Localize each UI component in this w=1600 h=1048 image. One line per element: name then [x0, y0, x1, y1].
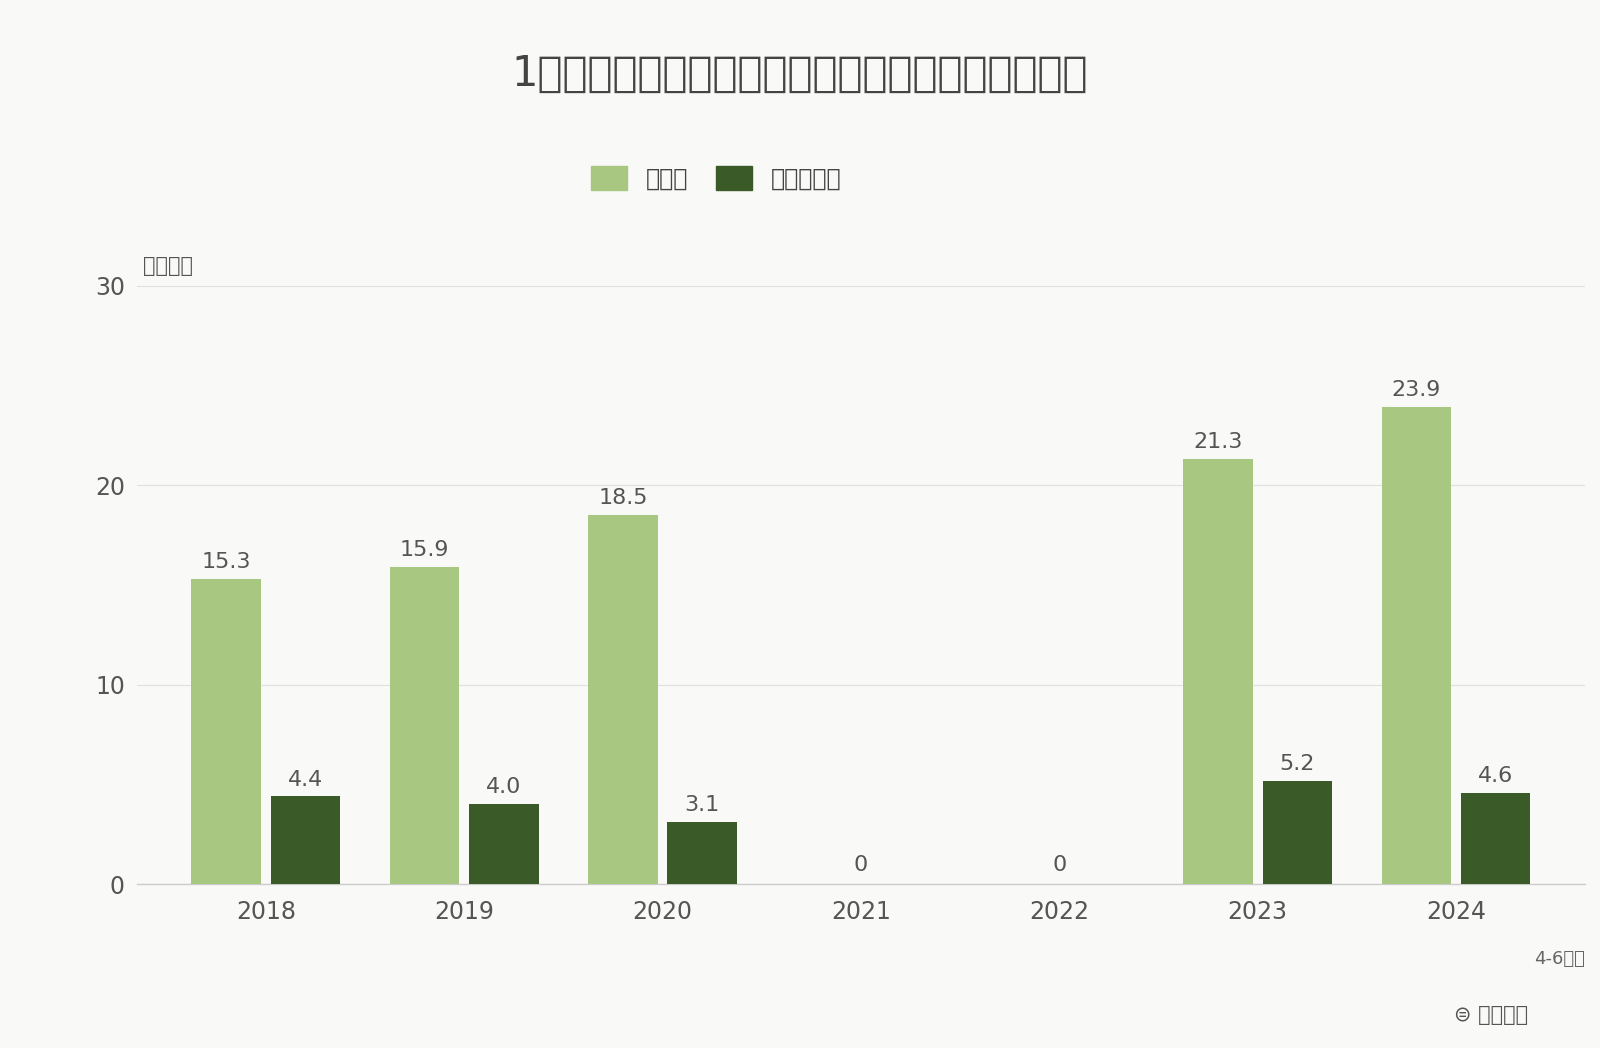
Bar: [1184, 459, 1253, 885]
Bar: [1382, 408, 1451, 885]
Text: 0: 0: [1053, 855, 1067, 875]
Text: 15.3: 15.3: [202, 552, 251, 572]
Text: 18.5: 18.5: [598, 488, 648, 508]
Text: 3.1: 3.1: [685, 795, 720, 815]
Bar: [667, 823, 738, 885]
Text: 4.0: 4.0: [486, 778, 522, 798]
Text: 0: 0: [854, 855, 869, 875]
Bar: [1461, 792, 1531, 885]
Text: 4.4: 4.4: [288, 769, 323, 789]
Text: 5.2: 5.2: [1280, 754, 1315, 773]
Bar: [1262, 781, 1333, 885]
Bar: [589, 515, 658, 885]
Text: ⊜ 訪日ラボ: ⊜ 訪日ラボ: [1454, 1005, 1528, 1025]
Bar: [270, 796, 341, 885]
Text: 1人当たり旅行支出の推移（一般客・クルーズ客）: 1人当たり旅行支出の推移（一般客・クルーズ客）: [512, 52, 1088, 94]
Text: 21.3: 21.3: [1194, 432, 1243, 452]
Bar: [390, 567, 459, 885]
Legend: 一般客, クルーズ客: 一般客, クルーズ客: [590, 166, 842, 191]
Text: 4.6: 4.6: [1478, 765, 1514, 786]
Text: （万円）: （万円）: [142, 256, 192, 276]
Text: 4-6月期: 4-6月期: [1534, 951, 1586, 968]
Text: 15.9: 15.9: [400, 540, 450, 560]
Text: 23.9: 23.9: [1392, 380, 1442, 400]
Bar: [469, 805, 539, 885]
Bar: [192, 578, 261, 885]
